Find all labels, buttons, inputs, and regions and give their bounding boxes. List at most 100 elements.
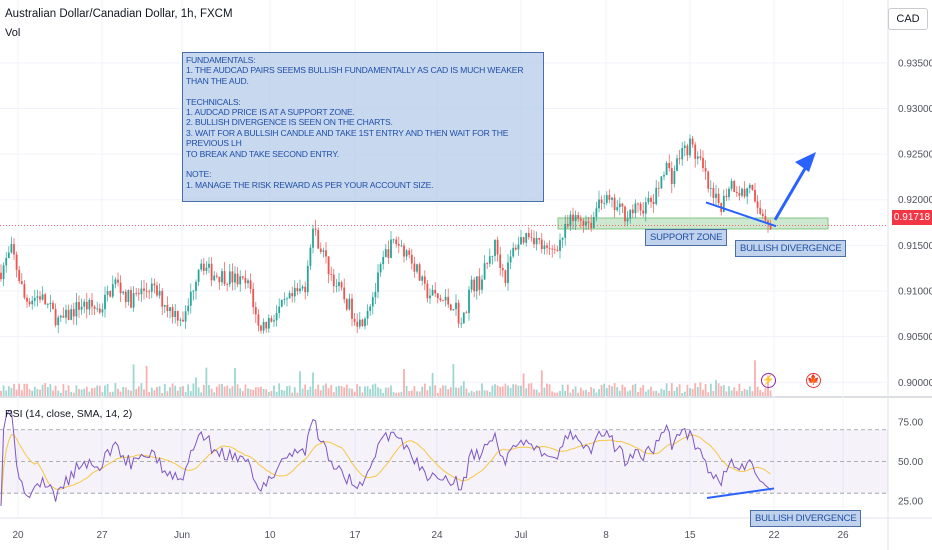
- candle-body: [735, 192, 738, 194]
- candle-body: [161, 290, 164, 307]
- volume-bar: [283, 390, 286, 396]
- note-line: [186, 159, 540, 169]
- candle-body: [709, 187, 712, 189]
- candle-body: [283, 298, 286, 300]
- note-line: 1. THE AUDCAD PAIRS SEEMS BULLISH FUNDAM…: [186, 65, 524, 86]
- volume-bar: [98, 385, 101, 396]
- volume-bar: [70, 391, 73, 396]
- price-tick-label: 0.90500: [898, 332, 932, 343]
- candle-body: [431, 289, 434, 296]
- candle-body: [182, 319, 184, 322]
- candle-body: [473, 279, 476, 292]
- candle-body: [41, 294, 44, 300]
- candle-body: [759, 207, 762, 214]
- candle-body: [592, 216, 595, 229]
- time-tick-label: Jun: [174, 530, 190, 541]
- candle-body: [392, 239, 395, 241]
- note-line: 1. MANAGE THE RISK REWARD AS PER YOUR AC…: [186, 179, 434, 190]
- candle-body: [494, 239, 496, 257]
- volume-bar: [137, 386, 140, 396]
- candle-body: [673, 170, 676, 184]
- candle-body: [176, 310, 179, 321]
- candle-body: [223, 271, 226, 285]
- candle-body: [132, 293, 135, 308]
- volume-bar: [114, 383, 117, 396]
- volume-bar: [189, 391, 192, 396]
- support-zone-label[interactable]: SUPPORT ZONE: [645, 229, 728, 246]
- candle-body: [275, 313, 278, 321]
- candle-body: [80, 306, 83, 310]
- candle-body: [330, 274, 333, 275]
- volume-bar: [374, 383, 377, 396]
- volume-bar: [80, 389, 83, 396]
- canada-flag-icon[interactable]: 🍁: [806, 373, 821, 388]
- volume-bar: [280, 389, 283, 396]
- symbol-title[interactable]: Australian Dollar/Canadian Dollar, 1h, F…: [5, 8, 233, 20]
- candle-body: [725, 195, 728, 198]
- volume-bar: [343, 387, 346, 396]
- rsi-title[interactable]: RSI (14, close, SMA, 14, 2): [5, 408, 133, 420]
- volume-bar: [660, 388, 663, 396]
- candle-body: [579, 218, 582, 221]
- candle-body: [452, 309, 455, 311]
- candle-body: [332, 274, 335, 287]
- candle-body: [10, 244, 13, 253]
- volume-bar: [652, 390, 655, 396]
- candle-body: [101, 309, 104, 313]
- time-tick-label: 15: [684, 530, 696, 541]
- candle-body: [670, 168, 673, 184]
- volume-bar: [426, 390, 429, 396]
- chart-overlays: [705, 152, 816, 499]
- volume-bar: [26, 383, 28, 396]
- volume-bar: [111, 391, 114, 396]
- candle-body: [67, 309, 70, 320]
- volume-bar: [665, 383, 668, 396]
- volume-bar: [465, 388, 468, 396]
- candle-body: [462, 312, 465, 324]
- candle-body: [639, 203, 642, 211]
- candle-body: [681, 148, 684, 160]
- currency-button[interactable]: CAD: [888, 8, 928, 30]
- candle-body: [436, 293, 439, 299]
- candle-body: [483, 263, 486, 280]
- volume-bar: [473, 392, 476, 396]
- rsi-tick-label: 25.00: [898, 497, 923, 508]
- candle-body: [457, 302, 460, 324]
- candle-body: [299, 288, 301, 292]
- volume-bar: [418, 391, 421, 396]
- volume-bars: [0, 360, 772, 396]
- volume-bar: [738, 383, 741, 396]
- candle-body: [163, 305, 166, 307]
- volume-bar: [78, 389, 80, 396]
- volume-bar: [382, 392, 385, 396]
- volume-bar: [587, 391, 590, 396]
- analysis-note[interactable]: FUNDAMENTALS: 1. THE AUDCAD PAIRS SEEMS B…: [182, 52, 544, 202]
- lightning-icon[interactable]: ⚡: [761, 373, 776, 388]
- candle-body: [322, 250, 325, 252]
- volume-bar: [696, 386, 699, 396]
- candle-body: [683, 145, 686, 149]
- volume-bar: [218, 384, 221, 396]
- candle-body: [114, 279, 117, 285]
- rsi-divergence-label[interactable]: BULLISH DIVERGENCE: [750, 510, 862, 527]
- candle-body: [416, 264, 418, 272]
- candle-body: [756, 201, 759, 208]
- candle-body: [715, 193, 717, 198]
- time-tick-label: 17: [349, 530, 361, 541]
- volume-bar: [618, 390, 621, 396]
- candle-body: [166, 305, 169, 312]
- volume-bar: [400, 391, 403, 396]
- volume-bar: [200, 392, 203, 396]
- volume-bar: [608, 385, 611, 396]
- candle-body: [624, 206, 626, 222]
- volume-label[interactable]: Vol: [5, 27, 21, 39]
- volume-bar: [291, 392, 294, 396]
- candle-body: [663, 175, 665, 177]
- bullish-divergence-label[interactable]: BULLISH DIVERGENCE: [735, 240, 847, 257]
- volume-bar: [707, 392, 710, 396]
- candle-body: [127, 290, 130, 302]
- volume-bar: [764, 388, 767, 396]
- candle-body: [88, 299, 91, 310]
- volume-bar: [455, 387, 457, 396]
